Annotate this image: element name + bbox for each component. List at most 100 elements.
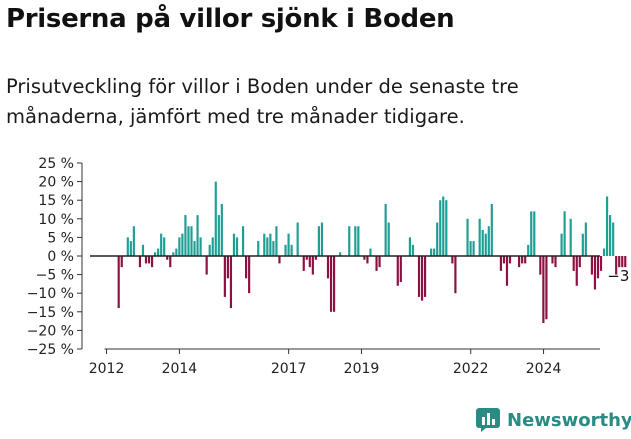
bar xyxy=(150,256,154,268)
brand-name: Newsworthy xyxy=(507,409,631,431)
bar xyxy=(193,241,196,256)
bar xyxy=(257,241,260,256)
x-tick-label: 2014 xyxy=(162,361,198,377)
bar xyxy=(572,256,575,271)
bar xyxy=(144,256,148,264)
bar xyxy=(436,222,439,256)
y-tick-label: −10 % xyxy=(27,286,74,302)
bar xyxy=(326,256,330,279)
y-axis: 25 % 20 % 15 % 10 % 5 % 0 % −5 % −10 % −15 % −20 … xyxy=(27,156,83,358)
bar xyxy=(527,244,530,256)
bar-chart-logo-icon xyxy=(476,408,500,432)
bar xyxy=(420,256,424,301)
bar xyxy=(305,256,308,260)
x-tick-label: 2019 xyxy=(344,361,380,377)
bar xyxy=(308,256,311,268)
bar xyxy=(399,256,402,283)
bar xyxy=(518,256,521,268)
y-tick-label: 15 % xyxy=(38,193,74,209)
bar xyxy=(302,256,305,271)
bar xyxy=(296,222,299,256)
bar xyxy=(348,226,351,256)
bar xyxy=(214,181,217,256)
bar xyxy=(245,256,248,279)
bar xyxy=(272,241,275,256)
bar xyxy=(172,252,175,256)
bar xyxy=(354,226,357,256)
bar xyxy=(602,248,606,256)
bar xyxy=(184,215,187,256)
bar xyxy=(384,203,387,256)
bar xyxy=(132,226,135,256)
bar xyxy=(181,233,184,256)
bar xyxy=(226,256,229,279)
bar xyxy=(241,226,245,256)
bar xyxy=(199,237,202,256)
bar xyxy=(163,237,166,256)
bar xyxy=(357,226,360,256)
bar xyxy=(290,244,293,256)
bar xyxy=(417,256,421,297)
bar xyxy=(363,256,366,260)
bar xyxy=(521,256,524,264)
bar xyxy=(169,256,172,268)
bar xyxy=(278,256,281,264)
bar xyxy=(329,256,333,312)
bar xyxy=(263,233,266,256)
bar xyxy=(154,252,157,256)
bar xyxy=(117,256,120,309)
bar xyxy=(615,256,618,275)
bar xyxy=(505,256,509,286)
x-tick-label: 2022 xyxy=(453,361,489,377)
bar xyxy=(499,256,502,271)
bar xyxy=(578,256,581,268)
bar xyxy=(533,211,536,256)
bar xyxy=(147,256,151,264)
bar xyxy=(217,215,220,256)
bar xyxy=(442,196,445,256)
bar xyxy=(220,203,223,256)
bar xyxy=(166,256,169,260)
y-tick-label: 5 % xyxy=(47,230,74,246)
bar xyxy=(129,241,132,256)
bar xyxy=(369,248,372,256)
bar xyxy=(339,252,342,256)
bar xyxy=(508,256,512,264)
bar xyxy=(563,211,566,256)
bar xyxy=(375,256,378,271)
bar xyxy=(411,244,415,256)
y-tick-label: 25 % xyxy=(38,156,74,172)
bar xyxy=(430,248,433,256)
y-tick-label: 0 % xyxy=(47,249,74,265)
x-tick-label: 2012 xyxy=(89,361,125,377)
bar xyxy=(332,256,336,312)
bar xyxy=(229,256,233,309)
bar xyxy=(287,233,290,256)
y-tick-label: −15 % xyxy=(27,305,74,321)
bar xyxy=(530,211,533,256)
x-axis: 2012 2014 2017 2019 2022 2024 xyxy=(89,348,600,377)
bar xyxy=(439,200,442,256)
bar xyxy=(160,233,163,256)
chart-title: Priserna på villor sjönk i Boden xyxy=(6,4,455,34)
bar xyxy=(612,222,615,256)
bar xyxy=(469,241,472,256)
x-tick-label: 2017 xyxy=(271,361,307,377)
bar xyxy=(599,256,603,271)
bar xyxy=(590,256,593,275)
bar xyxy=(551,256,554,264)
bar xyxy=(445,200,448,256)
bar xyxy=(618,256,621,268)
bar xyxy=(596,256,600,279)
bar xyxy=(560,233,563,256)
bar xyxy=(314,256,317,260)
bar xyxy=(433,248,436,256)
bar xyxy=(605,196,609,256)
bar xyxy=(196,215,199,256)
bar xyxy=(609,215,612,256)
bar xyxy=(569,218,572,256)
bar xyxy=(223,256,226,297)
y-tick-label: −20 % xyxy=(27,323,74,339)
newsworthy-logo: Newsworthy xyxy=(476,408,631,432)
bar xyxy=(423,256,427,297)
